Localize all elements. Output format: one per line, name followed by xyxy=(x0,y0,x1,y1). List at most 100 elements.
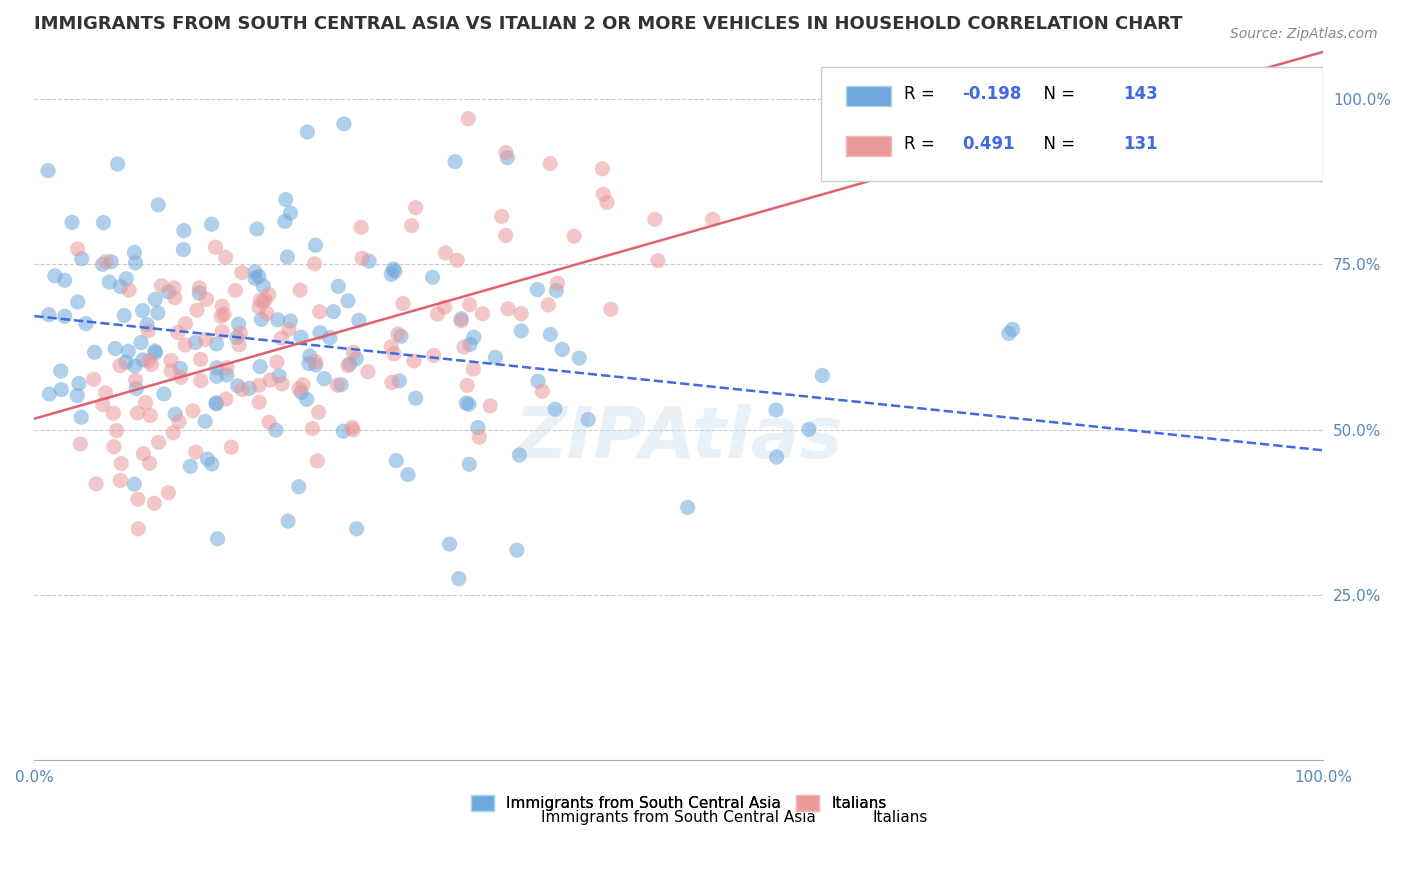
Italians xyxy=(402,354,425,368)
Immigrants from South Central Asia xyxy=(357,254,380,268)
Immigrants from South Central Asia xyxy=(75,317,97,331)
Text: 131: 131 xyxy=(1123,136,1159,153)
Immigrants from South Central Asia xyxy=(157,285,180,299)
Italians xyxy=(174,317,197,331)
Immigrants from South Central Asia xyxy=(201,457,224,471)
Immigrants from South Central Asia xyxy=(201,217,224,231)
Immigrants from South Central Asia xyxy=(205,337,228,351)
Immigrants from South Central Asia xyxy=(274,193,297,207)
Immigrants from South Central Asia xyxy=(93,216,115,230)
Italians xyxy=(382,347,405,361)
Italians xyxy=(546,277,568,291)
Italians xyxy=(231,266,253,280)
Immigrants from South Central Asia xyxy=(51,383,73,397)
Immigrants from South Central Asia xyxy=(145,346,167,360)
Immigrants from South Central Asia xyxy=(252,279,274,293)
Text: N =: N = xyxy=(1033,136,1081,153)
Immigrants from South Central Asia xyxy=(765,450,787,464)
Immigrants from South Central Asia xyxy=(194,414,217,428)
Italians xyxy=(190,374,212,388)
Immigrants from South Central Asia xyxy=(207,532,229,546)
Immigrants from South Central Asia xyxy=(67,376,90,391)
Italians xyxy=(352,252,374,266)
Italians xyxy=(132,446,155,460)
Immigrants from South Central Asia xyxy=(332,424,354,438)
Italians xyxy=(479,399,502,413)
Immigrants from South Central Asia xyxy=(765,403,787,417)
Immigrants from South Central Asia xyxy=(246,222,269,236)
Italians xyxy=(392,296,415,310)
Immigrants from South Central Asia xyxy=(347,313,370,327)
Immigrants from South Central Asia xyxy=(330,377,353,392)
Italians xyxy=(118,283,141,297)
Immigrants from South Central Asia xyxy=(280,206,302,220)
Italians xyxy=(342,423,364,437)
Italians xyxy=(381,376,404,390)
Immigrants from South Central Asia xyxy=(527,374,550,388)
Text: Source: ZipAtlas.com: Source: ZipAtlas.com xyxy=(1230,27,1378,41)
Immigrants from South Central Asia xyxy=(225,330,247,344)
Immigrants from South Central Asia xyxy=(38,308,60,322)
Immigrants from South Central Asia xyxy=(496,151,519,165)
Italians xyxy=(83,372,105,386)
Immigrants from South Central Asia xyxy=(297,125,319,139)
Immigrants from South Central Asia xyxy=(143,293,166,307)
Immigrants from South Central Asia xyxy=(104,342,127,356)
Italians xyxy=(127,492,149,507)
Immigrants from South Central Asia xyxy=(328,279,350,293)
Italians xyxy=(337,359,360,373)
Immigrants from South Central Asia xyxy=(422,270,444,285)
Italians xyxy=(247,301,270,315)
Immigrants from South Central Asia xyxy=(309,326,332,340)
Italians xyxy=(215,251,238,265)
Immigrants from South Central Asia xyxy=(250,312,273,326)
Italians xyxy=(150,278,173,293)
Immigrants from South Central Asia xyxy=(249,359,271,374)
Immigrants from South Central Asia xyxy=(458,458,481,472)
Immigrants from South Central Asia xyxy=(439,537,461,551)
Text: ZIPAtlas: ZIPAtlas xyxy=(515,404,844,474)
Immigrants from South Central Asia xyxy=(457,397,479,411)
Immigrants from South Central Asia xyxy=(288,480,311,494)
Text: 143: 143 xyxy=(1123,86,1159,103)
Immigrants from South Central Asia xyxy=(458,337,481,351)
Immigrants from South Central Asia xyxy=(797,422,820,436)
Italians xyxy=(423,348,446,362)
Immigrants from South Central Asia xyxy=(344,351,367,366)
Immigrants from South Central Asia xyxy=(153,387,176,401)
Italians xyxy=(157,485,180,500)
Italians xyxy=(592,187,614,202)
Immigrants from South Central Asia xyxy=(336,293,359,308)
Immigrants from South Central Asia xyxy=(53,310,76,324)
Immigrants from South Central Asia xyxy=(322,304,344,318)
Immigrants from South Central Asia xyxy=(179,459,201,474)
Italians xyxy=(141,358,163,372)
Italians xyxy=(103,440,125,454)
Immigrants from South Central Asia xyxy=(280,314,302,328)
Immigrants from South Central Asia xyxy=(508,448,530,462)
Italians xyxy=(252,294,274,309)
Italians xyxy=(288,382,311,396)
Italians xyxy=(644,212,666,227)
Italians xyxy=(495,145,517,160)
Immigrants from South Central Asia xyxy=(510,324,533,338)
Italians xyxy=(84,476,107,491)
Italians xyxy=(135,395,157,409)
Italians xyxy=(184,445,207,459)
Italians xyxy=(139,409,162,423)
Italians xyxy=(103,406,125,420)
Italians xyxy=(148,435,170,450)
Immigrants from South Central Asia xyxy=(205,397,228,411)
Immigrants from South Central Asia xyxy=(122,477,145,491)
Immigrants from South Central Asia xyxy=(83,345,105,359)
Italians xyxy=(209,310,232,324)
Immigrants from South Central Asia xyxy=(66,388,89,402)
Italians xyxy=(143,496,166,510)
Italians xyxy=(194,333,217,347)
Immigrants from South Central Asia xyxy=(117,344,139,359)
Italians xyxy=(271,376,294,391)
Italians xyxy=(453,340,475,354)
Italians xyxy=(190,352,212,367)
Italians xyxy=(167,326,190,340)
Immigrants from South Central Asia xyxy=(676,500,699,515)
